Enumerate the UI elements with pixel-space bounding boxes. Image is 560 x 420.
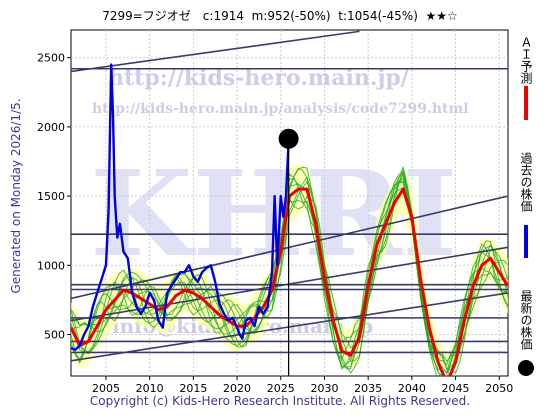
x-tick-label-2005: 2005 (92, 382, 120, 395)
x-tick-label-2010: 2010 (136, 382, 164, 395)
x-tick-label-2030: 2030 (310, 382, 338, 395)
x-tick-label-2020: 2020 (223, 382, 251, 395)
x-tick-label-2040: 2040 (398, 382, 426, 395)
legend-label-1: ＡＩ予測 (519, 36, 533, 85)
trend-lines (71, 30, 508, 362)
y-tick-label-500: 500 (44, 328, 65, 341)
generated-date: Generated on Monday 2026/1/5. (9, 98, 23, 294)
watermark-analysis-url: http://kids-hero.main.jp/analysis/code72… (92, 101, 469, 117)
series-lines (71, 63, 508, 376)
y-tick-label-1000: 1000 (37, 259, 65, 272)
x-tick-label-2035: 2035 (354, 382, 382, 395)
latest-price-dot (278, 128, 299, 149)
series-forecast (71, 187, 508, 376)
x-tick-label-2050: 2050 (485, 382, 513, 395)
y-tick-label-2500: 2500 (37, 52, 65, 65)
legend-label-2: 過去の株価 (519, 152, 533, 212)
x-tick-label-2015: 2015 (179, 382, 207, 395)
forecast-band (71, 162, 508, 368)
y-tick-label-1500: 1500 (37, 190, 65, 203)
forecast-band-area (71, 162, 508, 368)
latest-marker (278, 128, 299, 376)
green-simulation-5 (71, 170, 508, 375)
x-tick-label-2025: 2025 (267, 382, 295, 395)
trend-line-2 (71, 30, 360, 73)
axes: 2005 2010 2015 2020 2025 2030 2035 2040 2045 2050… (37, 52, 513, 395)
chart-title: 7299=フジオゼ c:1914 m:952(-50%) t:1054(-45%… (102, 9, 458, 23)
legend-label-3: 最新の株価 (519, 290, 533, 350)
y-tick-label-2000: 2000 (37, 121, 65, 134)
trend-line-8 (71, 292, 508, 362)
copyright: Copyright (c) Kids-Hero Research Institu… (89, 394, 471, 408)
trend-line-4 (71, 195, 508, 300)
x-tick-label-2045: 2045 (442, 382, 470, 395)
legend-swatch-3 (518, 360, 534, 376)
series-actual (71, 63, 290, 351)
